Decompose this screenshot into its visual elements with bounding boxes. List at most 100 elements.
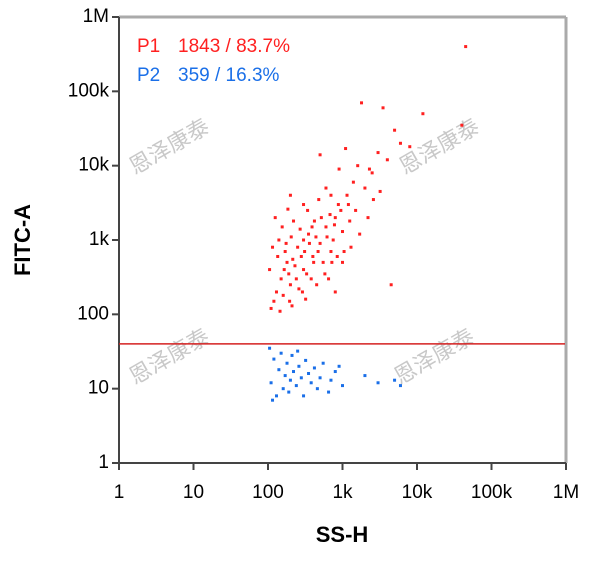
data-point xyxy=(341,230,344,234)
data-point xyxy=(278,309,282,313)
data-point xyxy=(304,297,308,301)
y-tick-label: 10k xyxy=(78,155,109,176)
y-tick-label: 100 xyxy=(77,303,109,324)
legend-name: P2 xyxy=(137,65,160,86)
data-point xyxy=(349,245,353,249)
data-point xyxy=(315,387,319,391)
data-point xyxy=(316,250,320,254)
data-point xyxy=(296,349,300,353)
data-point xyxy=(318,376,322,380)
data-point xyxy=(296,245,300,249)
data-point xyxy=(344,147,348,151)
data-point xyxy=(281,293,285,297)
data-point xyxy=(288,283,292,287)
data-point xyxy=(302,394,306,398)
data-point xyxy=(274,290,278,294)
data-point xyxy=(331,238,335,242)
x-axis-title: SS-H xyxy=(316,522,369,547)
y-tick-label: 10 xyxy=(88,378,109,399)
data-point xyxy=(300,290,304,294)
data-point xyxy=(280,225,284,229)
data-point xyxy=(285,361,289,365)
data-point xyxy=(398,141,402,145)
data-point xyxy=(363,186,367,190)
data-point xyxy=(371,198,375,202)
data-point xyxy=(408,145,412,149)
data-point xyxy=(305,272,309,276)
data-point xyxy=(298,227,302,231)
data-point xyxy=(367,167,371,171)
data-point xyxy=(309,381,313,385)
data-point xyxy=(328,213,332,217)
data-point xyxy=(329,250,333,254)
data-point xyxy=(286,207,290,211)
data-point xyxy=(272,299,276,303)
y-tick-label: 1 xyxy=(98,452,109,473)
data-point xyxy=(288,193,292,197)
data-point xyxy=(337,167,341,171)
data-point xyxy=(327,277,331,281)
data-point xyxy=(291,257,295,261)
legend-stat: 1843 / 83.7% xyxy=(178,36,290,57)
data-point xyxy=(330,260,334,264)
data-point xyxy=(325,235,329,239)
legend-name: P1 xyxy=(137,36,160,57)
data-point xyxy=(333,216,337,220)
data-point xyxy=(376,381,380,385)
data-point xyxy=(333,370,337,374)
data-point xyxy=(273,216,277,220)
data-point xyxy=(287,272,291,276)
data-point xyxy=(393,378,397,382)
watermark: 恩泽康泰 xyxy=(125,114,214,180)
data-point xyxy=(285,260,289,264)
data-point xyxy=(312,219,316,223)
data-point xyxy=(306,208,310,212)
x-tick-label: 100 xyxy=(252,482,284,503)
data-point xyxy=(393,128,397,132)
data-point xyxy=(292,219,296,223)
data-point xyxy=(385,158,389,162)
data-point xyxy=(317,198,321,202)
data-point xyxy=(312,260,316,264)
data-point xyxy=(303,250,307,254)
data-point xyxy=(333,290,337,294)
data-point xyxy=(268,346,272,350)
data-point xyxy=(299,254,303,258)
data-point xyxy=(307,232,311,236)
data-point xyxy=(302,268,306,272)
y-tick-label: 1M xyxy=(83,6,109,27)
data-point xyxy=(337,364,341,368)
data-point xyxy=(398,384,402,388)
data-point xyxy=(312,366,316,370)
data-point xyxy=(294,277,298,281)
data-point xyxy=(345,193,349,197)
data-point xyxy=(460,123,464,127)
data-point xyxy=(279,277,283,281)
data-point xyxy=(289,235,293,239)
data-point xyxy=(332,223,336,227)
data-point xyxy=(271,245,275,249)
data-point xyxy=(288,378,292,382)
data-point xyxy=(272,357,276,361)
data-point xyxy=(314,235,318,239)
data-point xyxy=(274,394,278,398)
data-point xyxy=(290,353,294,357)
data-point xyxy=(271,398,275,402)
data-point xyxy=(310,225,314,229)
data-point xyxy=(321,260,325,264)
data-point xyxy=(299,376,303,380)
data-point xyxy=(302,203,306,207)
x-tick-label: 10 xyxy=(183,482,204,503)
data-point xyxy=(309,277,313,281)
data-point xyxy=(329,378,333,382)
data-point xyxy=(366,216,370,220)
data-point xyxy=(339,208,343,212)
y-tick-label: 1k xyxy=(89,229,110,250)
data-point xyxy=(307,241,311,245)
data-point xyxy=(268,268,272,272)
data-point xyxy=(315,283,319,287)
data-point xyxy=(341,260,344,264)
data-point xyxy=(276,254,280,258)
data-point xyxy=(464,45,468,49)
